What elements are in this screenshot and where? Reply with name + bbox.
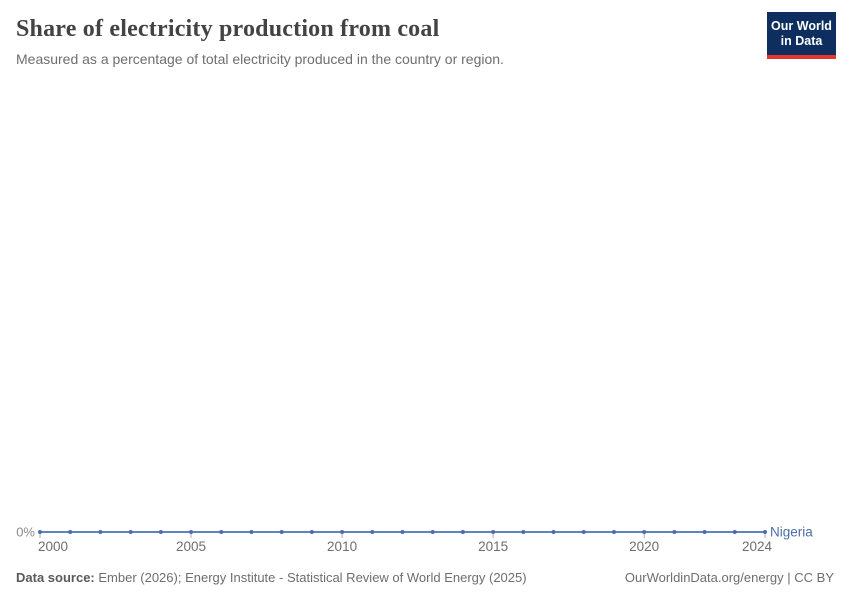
data-point[interactable] (430, 530, 435, 534)
data-source-label: Data source: (16, 570, 95, 585)
x-axis-tick-label: 2015 (478, 539, 508, 554)
data-point[interactable] (128, 530, 133, 534)
x-axis-tick-label: 2005 (176, 539, 206, 554)
x-axis-tick-label: 2024 (742, 539, 773, 554)
data-source-text: Ember (2026); Energy Institute - Statist… (94, 570, 527, 585)
data-point[interactable] (732, 530, 737, 534)
data-point[interactable] (551, 530, 556, 534)
data-point[interactable] (249, 530, 254, 534)
data-point[interactable] (491, 530, 496, 534)
data-point[interactable] (642, 530, 647, 534)
data-point[interactable] (219, 530, 224, 534)
data-point[interactable] (38, 530, 42, 534)
data-point[interactable] (98, 530, 103, 534)
data-point[interactable] (370, 530, 375, 534)
data-point[interactable] (672, 530, 677, 534)
data-point[interactable] (158, 530, 163, 534)
data-point[interactable] (521, 530, 526, 534)
x-axis-tick-label: 2020 (629, 539, 659, 554)
footer-credit: OurWorldinData.org/energy | CC BY (625, 570, 834, 586)
data-point[interactable] (309, 530, 314, 534)
owid-logo-line1: Our World (771, 18, 832, 33)
data-point[interactable] (279, 530, 284, 534)
chart-title: Share of electricity production from coa… (16, 16, 440, 42)
data-point[interactable] (189, 530, 194, 534)
data-point[interactable] (460, 530, 465, 534)
data-source-note: Data source: Ember (2026); Energy Instit… (16, 570, 527, 586)
entity-label[interactable]: Nigeria (770, 525, 813, 540)
x-axis-tick-label: 2010 (327, 539, 357, 554)
license-label: | CC BY (783, 570, 834, 585)
chart-footer: Data source: Ember (2026); Energy Instit… (16, 570, 834, 586)
data-point[interactable] (763, 530, 767, 534)
data-point[interactable] (702, 530, 707, 534)
chart-header: Share of electricity production from coa… (16, 14, 750, 69)
data-point[interactable] (340, 530, 345, 534)
chart-subtitle: Measured as a percentage of total electr… (16, 51, 504, 67)
x-axis-tick-label: 2000 (38, 539, 68, 554)
data-point[interactable] (581, 530, 586, 534)
data-point[interactable] (611, 530, 616, 534)
data-point[interactable] (400, 530, 405, 534)
owid-logo[interactable]: Our World in Data (767, 12, 836, 59)
y-axis-tick-label: 0% (16, 525, 35, 540)
owid-link[interactable]: OurWorldinData.org/energy (624, 570, 784, 585)
data-point[interactable] (68, 530, 73, 534)
owid-logo-line2: in Data (780, 33, 823, 48)
